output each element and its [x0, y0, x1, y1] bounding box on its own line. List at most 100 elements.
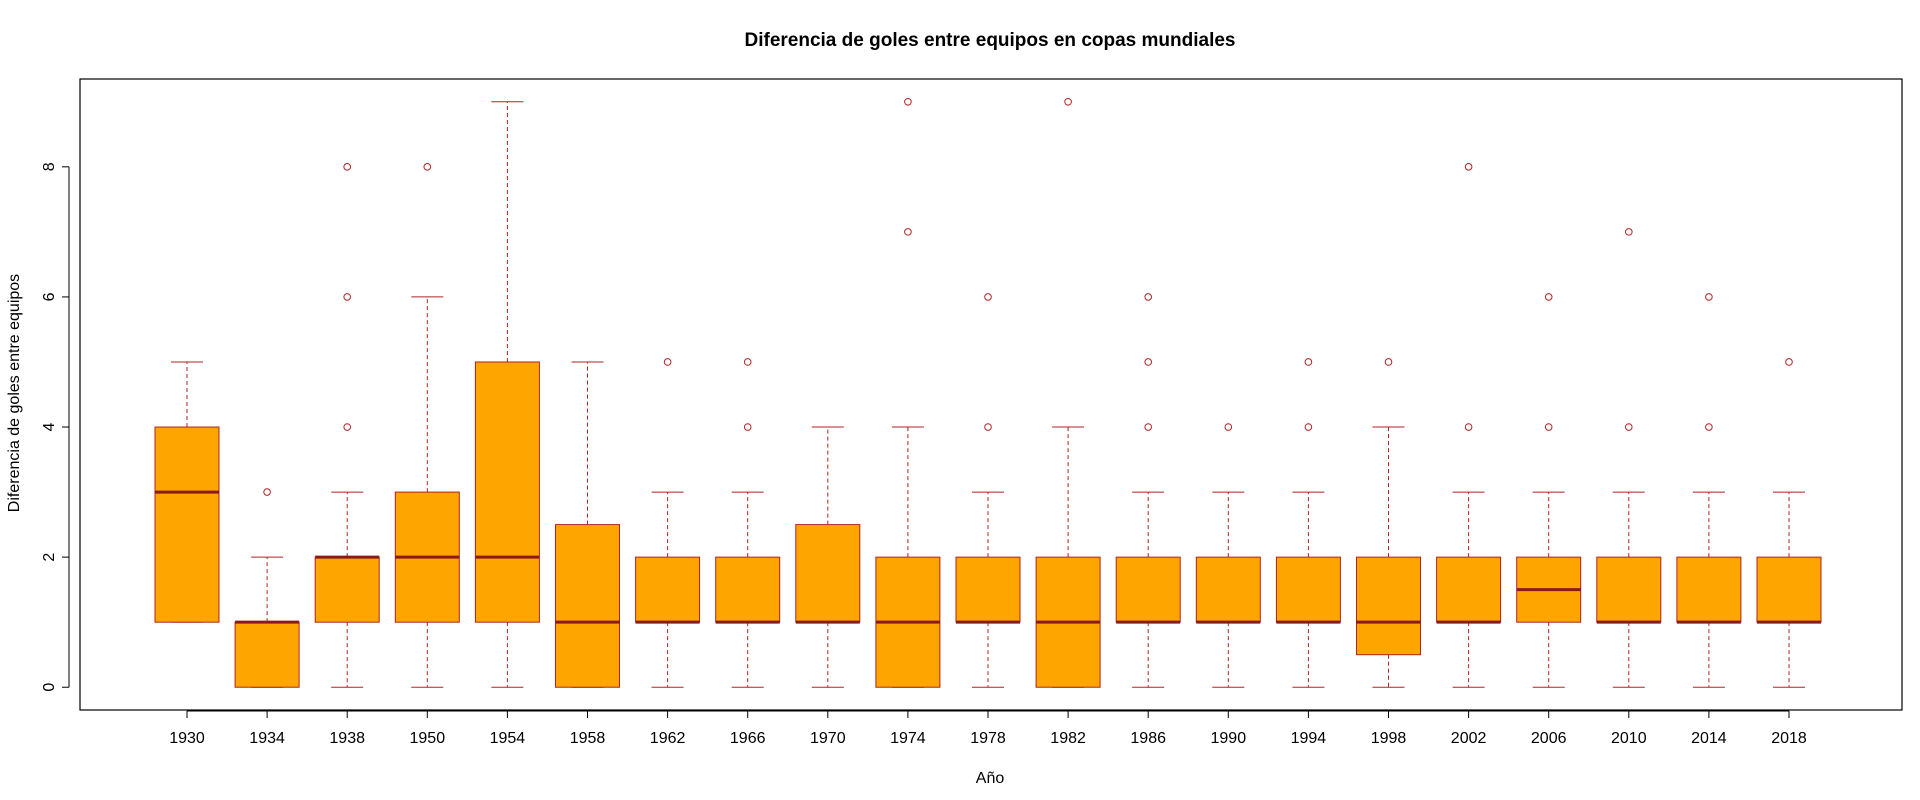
x-tick-label: 1958 [570, 730, 606, 747]
box-2006 [1516, 293, 1582, 688]
outlier-point [1064, 97, 1072, 106]
outlier-point [663, 358, 672, 366]
outlier-point [263, 488, 271, 496]
outlier-point [984, 293, 992, 301]
x-tick-label: 2006 [1531, 730, 1567, 747]
outlier-point [1224, 423, 1233, 431]
box-1938 [314, 163, 380, 688]
box-iqr [314, 556, 380, 623]
box-iqr [1436, 556, 1502, 623]
y-tick-label: 2 [41, 553, 58, 562]
box-1966 [715, 358, 781, 688]
box-iqr [1356, 556, 1421, 656]
box-iqr [795, 524, 861, 623]
outlier-point [1625, 228, 1633, 236]
x-tick-label: 1990 [1211, 730, 1247, 747]
box-1982 [1035, 97, 1101, 688]
outlier-point [1705, 423, 1713, 431]
boxes-layer [154, 97, 1822, 688]
x-tick-label: 1930 [169, 730, 205, 747]
x-tick-label: 1966 [730, 730, 766, 747]
outlier-point [1544, 293, 1553, 301]
box-iqr [474, 361, 540, 623]
y-tick-label: 4 [41, 422, 58, 431]
box-1930 [154, 361, 220, 623]
outlier-point [1144, 293, 1152, 301]
outlier-point [743, 423, 752, 431]
outlier-point [1705, 293, 1713, 301]
y-tick-label: 0 [41, 683, 58, 692]
box-iqr [154, 426, 220, 623]
box-1934 [234, 488, 300, 688]
box-2014 [1676, 293, 1742, 688]
box-1994 [1275, 358, 1341, 688]
y-tick-label: 6 [41, 292, 58, 301]
x-tick-label: 1978 [970, 730, 1006, 747]
x-tick-label: 1962 [650, 730, 686, 747]
x-tick-label: 1970 [810, 730, 846, 747]
outlier-point [1785, 358, 1793, 366]
box-1954 [474, 101, 540, 688]
box-iqr [1195, 556, 1261, 623]
x-tick-label: 1934 [249, 730, 285, 747]
outlier-point [1464, 163, 1473, 171]
box-iqr [1115, 556, 1181, 623]
y-axis: 0 2 4 6 8 [41, 162, 70, 692]
outlier-point [1544, 423, 1553, 431]
outlier-point [1464, 423, 1473, 431]
outlier-point [904, 228, 912, 236]
x-tick-label: 1986 [1130, 730, 1166, 747]
box-iqr [715, 556, 781, 623]
box-iqr [1756, 556, 1822, 623]
outlier-point [1384, 358, 1393, 366]
plot-frame [79, 78, 1903, 711]
outlier-point [1144, 358, 1152, 366]
x-tick-label: 1938 [329, 730, 365, 747]
box-iqr [635, 556, 701, 623]
y-tick-label: 8 [41, 162, 58, 171]
outlier-point [904, 97, 912, 106]
chart-title: Diferencia de goles entre equipos en cop… [745, 30, 1236, 51]
x-tick-label: 1994 [1291, 730, 1327, 747]
box-1998 [1356, 358, 1421, 688]
outlier-point [1625, 423, 1633, 431]
outlier-point [423, 163, 432, 171]
outlier-point [343, 423, 352, 431]
outlier-point [343, 163, 352, 171]
outlier-point [1144, 423, 1152, 431]
x-tick-label: 2002 [1451, 730, 1487, 747]
x-tick-label: 1998 [1371, 730, 1407, 747]
x-tick-label: 2010 [1611, 730, 1647, 747]
x-tick-label: 1974 [890, 730, 926, 747]
box-1978 [955, 293, 1021, 688]
box-2018 [1756, 358, 1822, 688]
outlier-point [1304, 423, 1313, 431]
box-1950 [394, 163, 460, 688]
x-tick-label: 1954 [490, 730, 526, 747]
box-iqr [555, 524, 620, 688]
y-axis-label: Diferencia de goles entre equipos [6, 274, 23, 512]
box-1970 [795, 426, 861, 688]
x-tick-label: 1982 [1050, 730, 1086, 747]
box-iqr [1275, 556, 1341, 623]
box-iqr [234, 621, 300, 688]
box-1990 [1195, 423, 1261, 688]
x-tick-label: 1950 [410, 730, 446, 747]
box-1974 [875, 97, 941, 688]
outlier-point [743, 358, 752, 366]
box-2010 [1596, 228, 1662, 688]
outlier-point [984, 423, 992, 431]
outlier-point [343, 293, 352, 301]
box-iqr [955, 556, 1021, 623]
box-1958 [555, 361, 620, 688]
box-2002 [1436, 163, 1502, 688]
box-iqr [1676, 556, 1742, 623]
box-iqr [1596, 556, 1662, 623]
box-1962 [635, 358, 701, 688]
x-tick-label: 2018 [1771, 730, 1807, 747]
box-1986 [1115, 293, 1181, 688]
x-tick-label: 2014 [1691, 730, 1727, 747]
x-axis-label: Año [976, 770, 1005, 787]
outlier-point [1304, 358, 1313, 366]
